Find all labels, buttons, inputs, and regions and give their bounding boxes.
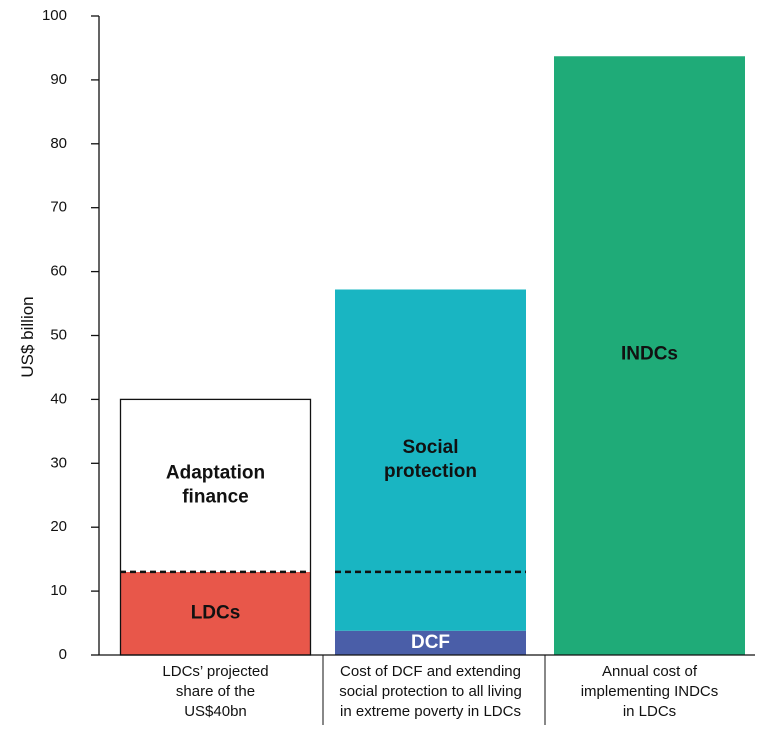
- y-tick-label: 70: [50, 199, 67, 216]
- bar-segment: [554, 56, 745, 655]
- category-label: implementing INDCs: [581, 683, 719, 700]
- category-label: US$40bn: [184, 703, 247, 720]
- y-tick-label: 0: [59, 646, 67, 663]
- category-label: in extreme poverty in LDCs: [340, 703, 521, 720]
- category-label: in LDCs: [623, 703, 676, 720]
- y-tick-label: 20: [50, 518, 67, 535]
- bar-segment: [335, 289, 526, 631]
- y-tick-label: 50: [50, 326, 67, 343]
- segment-label: INDCs: [621, 344, 678, 365]
- segment-label: LDCs: [191, 602, 241, 623]
- y-tick-label: 80: [50, 135, 67, 152]
- y-tick-label: 30: [50, 454, 67, 471]
- category-label: social protection to all living: [339, 683, 522, 700]
- bar-segment: [335, 630, 526, 655]
- y-tick-label: 60: [50, 263, 67, 280]
- category-label: Annual cost of: [602, 663, 698, 680]
- y-tick-label: 10: [50, 582, 67, 599]
- category-label: Cost of DCF and extending: [340, 663, 521, 680]
- y-tick-label: 40: [50, 390, 67, 407]
- segment-label: protection: [384, 461, 477, 482]
- category-label: LDCs’ projected: [162, 663, 268, 680]
- segment-label: DCF: [411, 632, 450, 653]
- y-tick-label: 100: [42, 7, 67, 24]
- category-label: share of the: [176, 683, 255, 700]
- y-tick-label: 90: [50, 71, 67, 88]
- bar-segment: [120, 399, 311, 572]
- segment-label: Social: [403, 437, 459, 458]
- segment-label: finance: [182, 487, 249, 508]
- bar-segment: [120, 571, 311, 655]
- segment-label: Adaptation: [166, 463, 265, 484]
- y-axis-title: US$ billion: [18, 296, 37, 377]
